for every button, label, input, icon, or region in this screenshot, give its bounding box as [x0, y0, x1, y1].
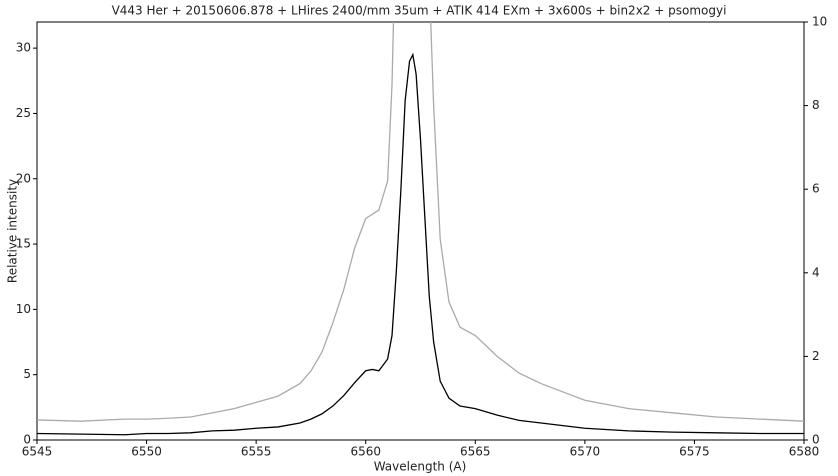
- y-tick-label: 30: [16, 41, 31, 55]
- x-axis-label: Wavelength (A): [374, 460, 467, 474]
- x-tick-label: 6575: [679, 445, 710, 459]
- plot-frame: [36, 21, 805, 441]
- chart-title: V443 Her + 20150606.878 + LHires 2400/mm…: [112, 4, 727, 18]
- x-tick-label: 6570: [570, 445, 601, 459]
- y2-tick-label: 10: [812, 15, 827, 29]
- y-tick-label: 10: [16, 302, 31, 316]
- y-tick-label: 15: [16, 237, 31, 251]
- y2-tick-label: 4: [812, 265, 820, 279]
- y2-tick-label: 8: [812, 98, 820, 112]
- x-tick-label: 6545: [22, 445, 53, 459]
- x-tick-label: 6565: [460, 445, 491, 459]
- y-tick-label: 25: [16, 106, 31, 120]
- x-tick-label: 6555: [241, 445, 272, 459]
- y-axis-label: Relative intensity: [6, 179, 20, 283]
- x-tick-label: 6550: [131, 445, 162, 459]
- y2-tick-label: 0: [812, 433, 820, 447]
- y2-tick-label: 2: [812, 349, 820, 363]
- y-tick-label: 20: [16, 171, 31, 185]
- plot-lines: [37, 22, 804, 436]
- y-tick-label: 0: [23, 433, 31, 447]
- x-tick-label: 6560: [350, 445, 381, 459]
- y-tick-label: 5: [23, 367, 31, 381]
- spectrum-line: [37, 52, 804, 436]
- spectrum-line: [37, 22, 804, 422]
- x-tick-label: 6580: [789, 445, 820, 459]
- y2-tick-label: 6: [812, 182, 820, 196]
